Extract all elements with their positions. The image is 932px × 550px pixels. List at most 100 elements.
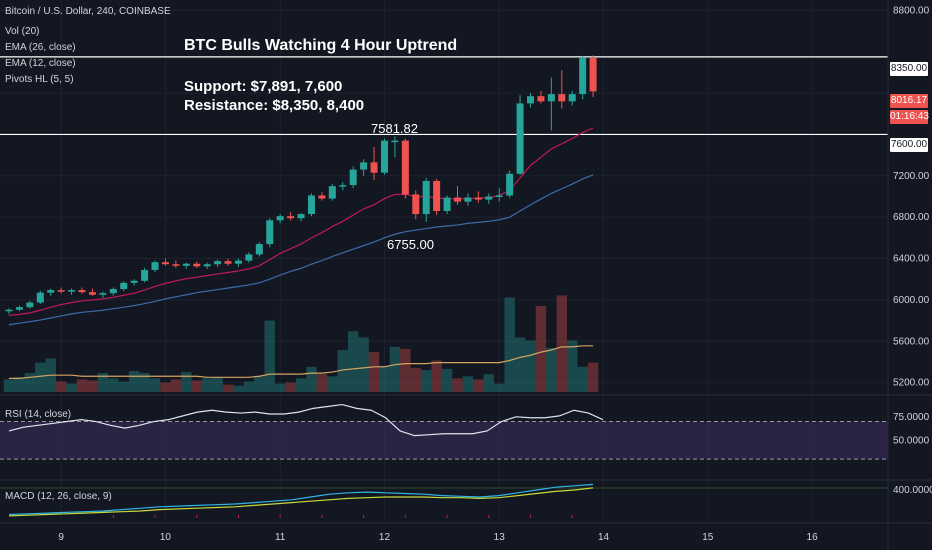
candle-body [68, 290, 76, 292]
candle-body [182, 263, 190, 266]
volume-bar [400, 348, 411, 392]
candle-body [224, 261, 232, 264]
volume-bar [525, 340, 536, 392]
candle-body [15, 307, 23, 310]
volume-bars [3, 295, 599, 392]
candle-body [88, 292, 96, 295]
volume-bar [587, 362, 599, 392]
candle-body [516, 103, 524, 174]
candle-body [474, 197, 482, 200]
candle-body [547, 94, 555, 102]
candle-body [589, 57, 597, 92]
volume-bar [274, 383, 286, 392]
volume-bar [139, 373, 150, 392]
price-tick-label: 6400.00 [893, 254, 930, 265]
indicator-pivots[interactable]: Pivots HL (5, 5) [5, 74, 74, 85]
volume-bar [87, 380, 98, 392]
macd-tick-label: 400.0000 [893, 485, 932, 496]
rsi-tick-label: 50.0000 [893, 435, 930, 446]
candle-body [401, 140, 409, 195]
volume-bar [535, 305, 547, 392]
candle-body [537, 96, 545, 102]
rsi-tick-label: 75.0000 [893, 412, 930, 423]
candle-body [172, 264, 180, 266]
indicator-vol[interactable]: Vol (20) [5, 26, 40, 37]
volume-bar [327, 376, 338, 392]
candle-body [26, 302, 34, 308]
rsi-line [8, 403, 604, 437]
candle-body [453, 197, 461, 202]
candle-body [360, 162, 368, 170]
candle-body [245, 254, 253, 261]
candle-body [391, 140, 399, 143]
candle-body [193, 263, 201, 267]
ema12-line [8, 127, 594, 317]
candle-body [495, 195, 503, 197]
time-tick-label: 12 [379, 532, 391, 543]
volume-ma-line [9, 345, 594, 379]
volume-bar [504, 297, 515, 392]
candle-body [276, 216, 284, 221]
volume-bar [118, 381, 129, 392]
candle-body [307, 195, 315, 215]
candle-body [422, 180, 430, 215]
candle-body [380, 140, 388, 173]
volume-bar [191, 380, 202, 392]
pivot-low-label: 6755.00 [387, 237, 434, 252]
resistance-price-badge: 8350.00 [890, 62, 928, 76]
candle-body [527, 96, 534, 104]
price-tick-label: 6800.00 [893, 212, 930, 223]
volume-bar [128, 371, 140, 392]
volume-bar [462, 376, 474, 392]
time-tick-label: 15 [702, 532, 714, 543]
macd-label[interactable]: MACD (12, 26, close, 9) [5, 491, 112, 502]
volume-bar [546, 347, 557, 392]
horizontal-lines [0, 56, 888, 136]
candle-body [433, 180, 441, 211]
pivot-high-label: 7581.82 [371, 121, 418, 136]
support-price-badge: 7600.00 [890, 138, 928, 152]
volume-bar [14, 377, 25, 392]
volume-bar [556, 295, 568, 392]
price-tick-label: 7200.00 [893, 171, 930, 182]
volume-bar [337, 350, 348, 392]
indicator-ema26[interactable]: EMA (26, close) [5, 42, 76, 53]
volume-bar [233, 385, 244, 392]
candle-body [568, 94, 576, 102]
candle-body [287, 216, 295, 219]
volume-bar [243, 381, 255, 392]
symbol-title: Bitcoin / U.S. Dollar, 240, COINBASE [5, 6, 171, 17]
indicator-ema12[interactable]: EMA (12, close) [5, 58, 76, 69]
volume-bar [264, 320, 275, 392]
candle-body [579, 57, 587, 95]
headline: BTC Bulls Watching 4 Hour Uptrend [184, 37, 458, 54]
volume-bar [295, 378, 307, 392]
rsi-label[interactable]: RSI (14, close) [5, 409, 72, 420]
volume-bar [3, 379, 15, 392]
price-tick-label: 5200.00 [893, 378, 930, 389]
volume-bar [473, 379, 484, 392]
candle-body [234, 260, 242, 264]
candle-body [5, 309, 13, 312]
candle-body [328, 186, 336, 199]
volume-bar [316, 374, 328, 392]
rsi-pane [0, 403, 888, 460]
candle-body [130, 280, 138, 283]
volume-bar [285, 382, 296, 392]
time-tick-label: 14 [598, 532, 610, 543]
volume-bar [347, 331, 359, 392]
time-tick-label: 13 [494, 532, 506, 543]
volume-bar [149, 378, 161, 392]
candle-body [443, 197, 451, 211]
volume-bar [108, 378, 119, 392]
candle-body [47, 290, 55, 293]
macd-line [8, 483, 594, 516]
candle-body [318, 195, 326, 199]
volume-bar [368, 352, 380, 392]
candle-body [349, 169, 357, 186]
volume-bar [577, 366, 588, 392]
volume-bar [441, 368, 453, 392]
candle-body [558, 94, 566, 102]
candle-body [266, 220, 274, 245]
